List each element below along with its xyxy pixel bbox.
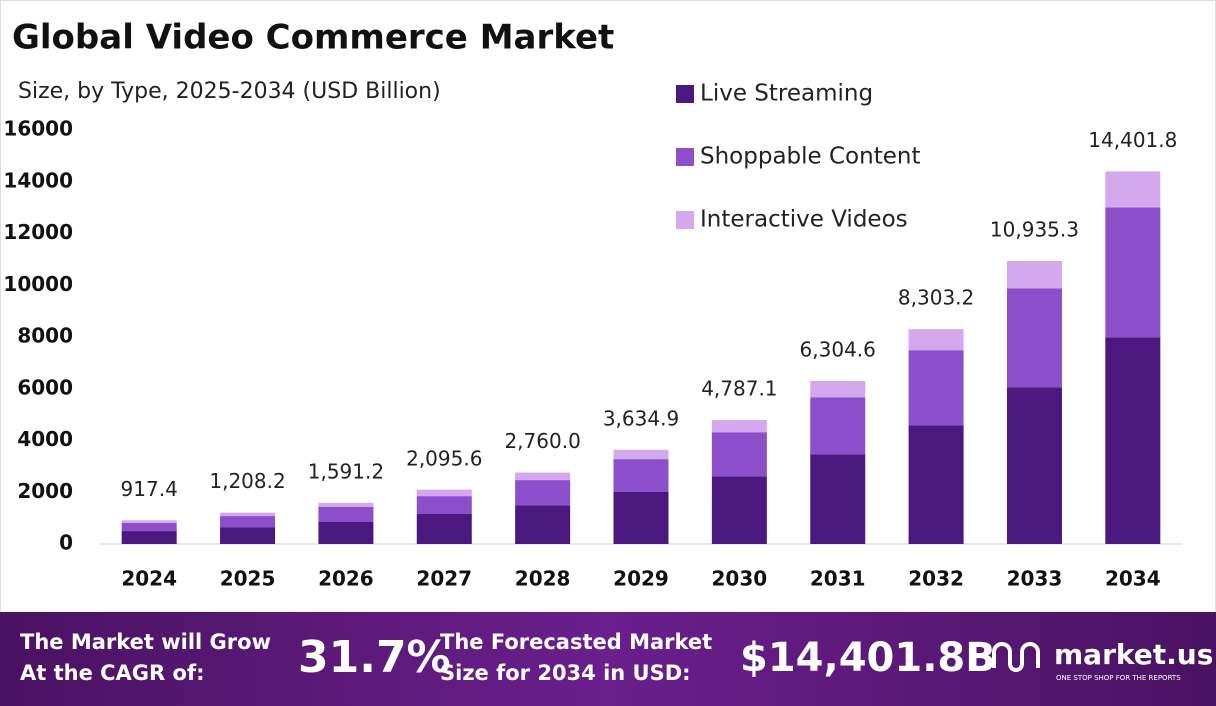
bar-segment [1105, 337, 1161, 544]
y-tick-label: 4000 [17, 427, 73, 451]
legend-label: Interactive Videos [700, 207, 908, 233]
total-label: 917.4 [121, 477, 178, 501]
bar-segment [908, 350, 964, 426]
x-tick-label: 2024 [121, 567, 177, 591]
total-label: 8,303.2 [898, 286, 974, 310]
bar-segment [220, 516, 276, 528]
bar-segment [613, 449, 669, 460]
brand-name: market.us [1054, 638, 1213, 671]
x-tick-label: 2033 [1007, 567, 1063, 591]
legend-swatch [676, 85, 694, 103]
total-label: 10,935.3 [990, 218, 1079, 242]
bar-segment [711, 476, 767, 544]
forecast-value: $14,401.8B [740, 635, 996, 681]
bar-segment [810, 380, 866, 398]
brand-logo [992, 642, 1040, 672]
bar-segment [416, 513, 472, 544]
cagr-value: 31.7% [298, 632, 451, 683]
total-label: 2,095.6 [406, 446, 482, 470]
chart-title: Global Video Commerce Market [12, 18, 614, 58]
bar-segment [711, 432, 767, 477]
bar-segment [1006, 288, 1062, 388]
cagr-text: The Market will Grow [20, 630, 271, 654]
x-tick-label: 2032 [908, 567, 964, 591]
bar-segment [908, 425, 964, 544]
bar-segment [1006, 261, 1062, 289]
bar-segment [515, 480, 571, 506]
bar-segment [121, 520, 177, 523]
brand-tagline: ONE STOP SHOP FOR THE REPORTS [1056, 674, 1181, 682]
y-tick-label: 10000 [3, 272, 73, 296]
y-tick-label: 6000 [17, 375, 73, 399]
bar-segment [121, 531, 177, 544]
x-tick-label: 2028 [515, 567, 571, 591]
x-tick-label: 2027 [416, 567, 472, 591]
bar-segment [318, 506, 374, 523]
cagr-text: At the CAGR of: [20, 661, 205, 685]
total-label: 6,304.6 [800, 337, 876, 361]
chart-subtitle: Size, by Type, 2025-2034 (USD Billion) [18, 79, 441, 104]
bar-segment [810, 454, 866, 544]
bar-segment [810, 397, 866, 455]
bar-segment [416, 489, 472, 497]
bar-segment [613, 459, 669, 492]
legend-label: Shoppable Content [700, 144, 920, 170]
total-label: 4,787.1 [701, 377, 777, 401]
bar-segment [515, 472, 571, 481]
x-tick-label: 2030 [712, 567, 768, 591]
bar-segment [1105, 171, 1161, 208]
total-label: 1,208.2 [209, 469, 285, 493]
bar-segment [613, 491, 669, 544]
bar-segment [711, 420, 767, 433]
y-tick-label: 0 [59, 531, 73, 555]
x-tick-label: 2034 [1105, 567, 1161, 591]
total-label: 2,760.0 [504, 429, 580, 453]
total-label: 1,591.2 [308, 459, 384, 483]
bar-segment [318, 502, 374, 507]
forecast-text: The Forecasted Market [440, 630, 712, 654]
x-tick-label: 2025 [220, 567, 276, 591]
x-tick-label: 2026 [318, 567, 374, 591]
bar-segment [220, 512, 276, 517]
y-tick-label: 2000 [17, 479, 73, 503]
legend-swatch [676, 148, 694, 166]
bar-segment [416, 496, 472, 514]
bar-segment [220, 527, 276, 544]
bar-segment [908, 329, 964, 351]
total-label: 3,634.9 [603, 406, 679, 430]
total-label: 14,401.8 [1088, 128, 1177, 152]
x-tick-label: 2031 [810, 567, 866, 591]
y-tick-label: 14000 [3, 168, 73, 192]
legend-label: Live Streaming [700, 81, 873, 107]
forecast-text: Size for 2034 in USD: [440, 661, 691, 685]
x-tick-label: 2029 [613, 567, 669, 591]
bar-segment [318, 522, 374, 544]
y-tick-label: 16000 [3, 117, 73, 141]
y-tick-label: 12000 [3, 220, 73, 244]
y-tick-label: 8000 [17, 324, 73, 348]
legend-swatch [676, 211, 694, 229]
bar-segment [515, 505, 571, 544]
bar-segment [121, 522, 177, 532]
bar-segment [1006, 387, 1062, 544]
footer-banner [0, 612, 1216, 706]
bar-segment [1105, 207, 1161, 338]
